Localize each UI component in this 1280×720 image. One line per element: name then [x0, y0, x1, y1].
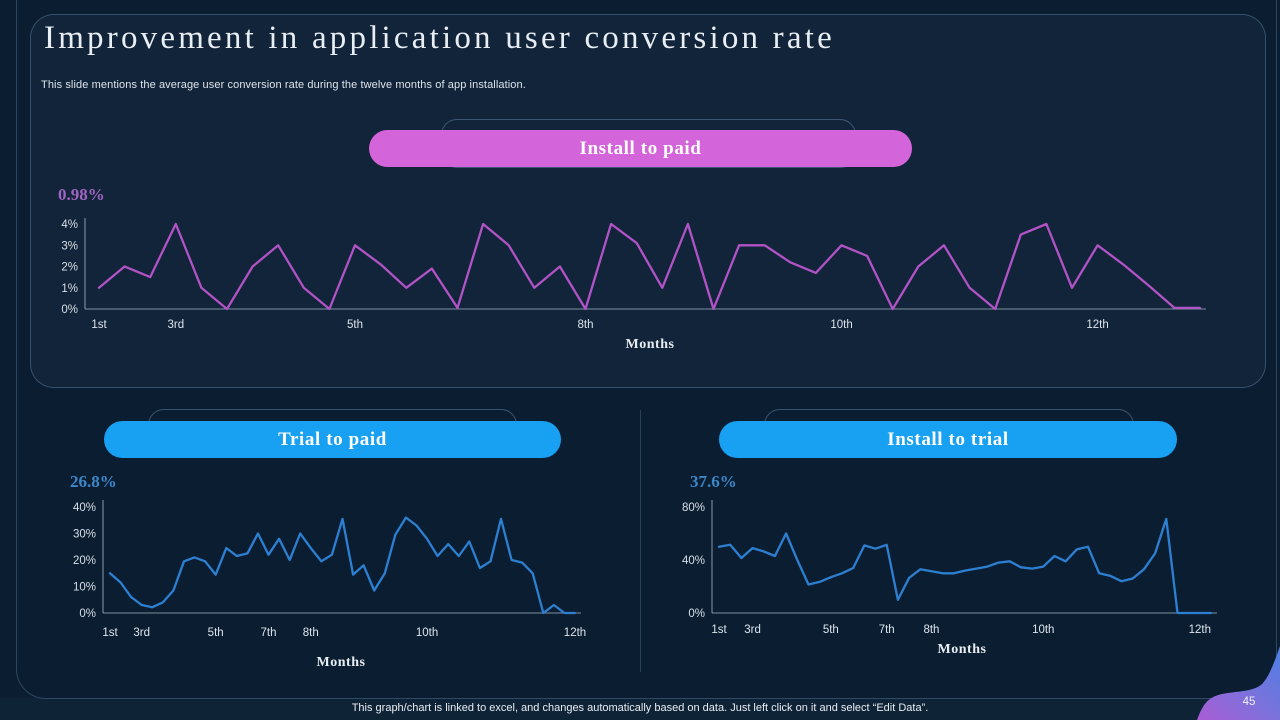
svg-text:3rd: 3rd [168, 319, 185, 331]
svg-text:5th: 5th [823, 624, 839, 636]
svg-text:12th: 12th [564, 627, 586, 639]
footer-note: This graph/chart is linked to excel, and… [351, 702, 929, 714]
svg-text:4%: 4% [61, 219, 78, 231]
svg-text:1st: 1st [102, 627, 118, 639]
svg-text:40%: 40% [682, 555, 705, 567]
slide-outer-frame [16, 0, 1277, 699]
slide-subtitle: This slide mentions the average user con… [41, 79, 526, 91]
svg-text:7th: 7th [879, 624, 895, 636]
svg-text:5th: 5th [208, 627, 224, 639]
svg-text:1st: 1st [711, 624, 727, 636]
svg-text:3rd: 3rd [744, 624, 761, 636]
svg-text:7th: 7th [261, 627, 277, 639]
slide-title: Improvement in application user conversi… [44, 20, 835, 56]
svg-text:12th: 12th [1189, 624, 1211, 636]
svg-text:2%: 2% [61, 262, 78, 274]
bottom-charts-divider [640, 410, 641, 672]
svg-text:12th: 12th [1086, 319, 1108, 331]
top-section-panel [30, 14, 1266, 388]
trial-to-paid-pill: Trial to paid [104, 421, 561, 458]
install-to-trial-xaxis-title: Months [937, 642, 987, 657]
svg-text:1st: 1st [91, 319, 107, 331]
svg-text:0%: 0% [79, 608, 96, 620]
install-to-paid-pill-label: Install to paid [579, 137, 702, 159]
install-to-trial-value: 37.6% [690, 472, 737, 491]
svg-text:10th: 10th [416, 627, 438, 639]
page-number-blob [1197, 646, 1280, 720]
svg-text:0%: 0% [61, 304, 78, 316]
svg-text:3rd: 3rd [133, 627, 150, 639]
trial-to-paid-pill-label: Trial to paid [278, 428, 387, 450]
svg-text:8th: 8th [303, 627, 319, 639]
svg-text:8th: 8th [923, 624, 939, 636]
svg-text:10th: 10th [1032, 624, 1054, 636]
svg-text:8th: 8th [577, 319, 593, 331]
install-to-trial-pill-label: Install to trial [887, 428, 1009, 450]
svg-text:0%: 0% [688, 608, 705, 620]
install-to-paid-xaxis-title: Months [625, 337, 675, 352]
svg-text:10th: 10th [830, 319, 852, 331]
install-to-paid-value: 0.98% [58, 185, 105, 204]
svg-text:5th: 5th [347, 319, 363, 331]
svg-text:30%: 30% [73, 529, 96, 541]
svg-text:40%: 40% [73, 502, 96, 514]
svg-text:1%: 1% [61, 283, 78, 295]
svg-text:3%: 3% [61, 240, 78, 252]
trial-to-paid-xaxis-title: Months [316, 655, 366, 670]
install-to-paid-pill: Install to paid [369, 130, 912, 167]
svg-text:10%: 10% [73, 582, 96, 594]
svg-text:80%: 80% [682, 502, 705, 514]
svg-text:20%: 20% [73, 555, 96, 567]
page-number: 45 [1242, 696, 1256, 708]
install-to-trial-pill: Install to trial [719, 421, 1177, 458]
trial-to-paid-value: 26.8% [70, 472, 117, 491]
